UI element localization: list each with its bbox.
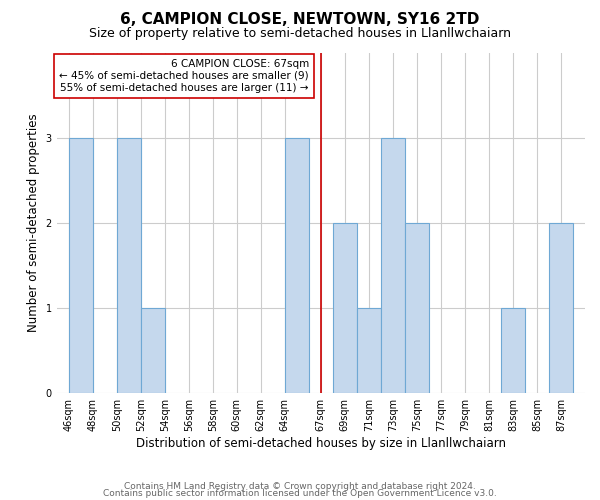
Bar: [357, 308, 381, 394]
Text: 6, CAMPION CLOSE, NEWTOWN, SY16 2TD: 6, CAMPION CLOSE, NEWTOWN, SY16 2TD: [121, 12, 479, 28]
Bar: [333, 223, 357, 394]
Bar: [117, 138, 141, 394]
X-axis label: Distribution of semi-detached houses by size in Llanllwchaiarn: Distribution of semi-detached houses by …: [136, 437, 506, 450]
Bar: [285, 138, 309, 394]
Text: 6 CAMPION CLOSE: 67sqm
← 45% of semi-detached houses are smaller (9)
55% of semi: 6 CAMPION CLOSE: 67sqm ← 45% of semi-det…: [59, 60, 309, 92]
Bar: [405, 223, 429, 394]
Bar: [381, 138, 405, 394]
Text: Contains public sector information licensed under the Open Government Licence v3: Contains public sector information licen…: [103, 490, 497, 498]
Bar: [501, 308, 525, 394]
Y-axis label: Number of semi-detached properties: Number of semi-detached properties: [27, 114, 40, 332]
Text: Contains HM Land Registry data © Crown copyright and database right 2024.: Contains HM Land Registry data © Crown c…: [124, 482, 476, 491]
Text: Size of property relative to semi-detached houses in Llanllwchaiarn: Size of property relative to semi-detach…: [89, 28, 511, 40]
Bar: [68, 138, 92, 394]
Bar: [141, 308, 165, 394]
Bar: [549, 223, 573, 394]
